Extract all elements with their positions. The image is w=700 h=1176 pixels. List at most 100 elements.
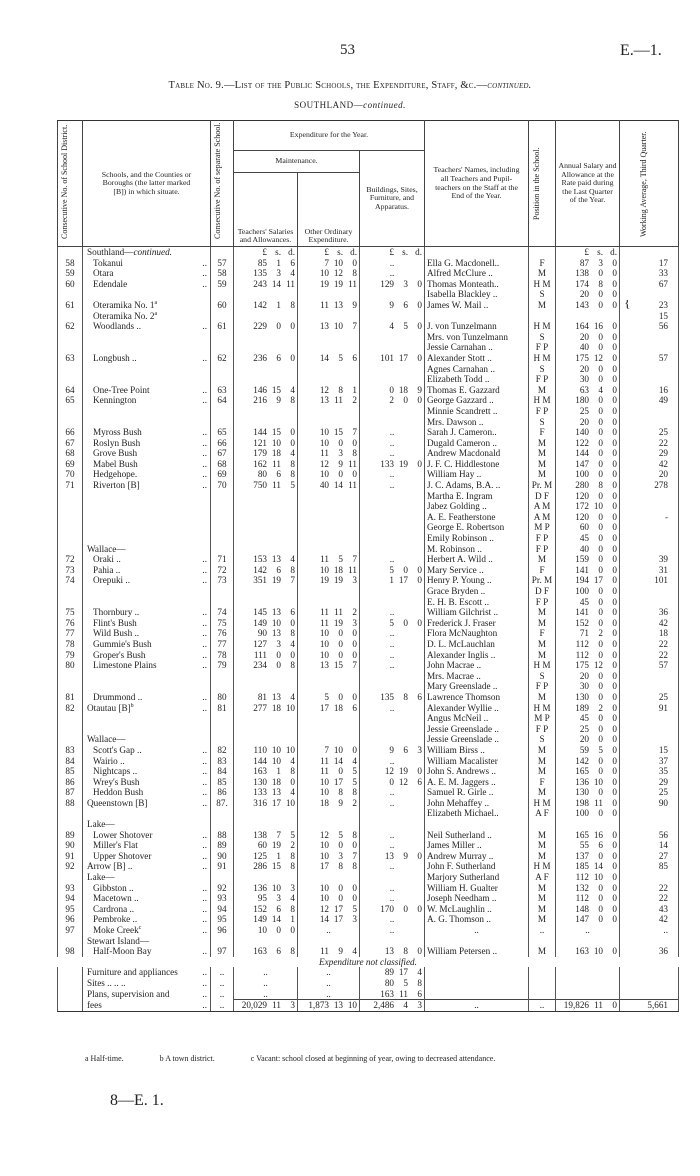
amount-shillings: 0 — [598, 670, 604, 681]
table-row: Isabella Blackley .. S 20 0 0 — [57, 289, 680, 300]
dot-leader: .. — [202, 840, 207, 851]
school-no: 64 — [210, 395, 234, 406]
amount-pounds: 316 — [253, 797, 267, 808]
working-average — [619, 988, 680, 1000]
annual-salary: 100 0 0 — [555, 586, 621, 597]
amount-shillings: 0 — [338, 882, 343, 893]
amount-pence: 4 — [290, 691, 295, 702]
other-expenditure-amount — [297, 289, 360, 300]
table-row: 72 Oraki .... 71 153 13 4 11 5 7.. Herbert A. Wil… — [57, 554, 680, 565]
dot-leader: .. — [202, 967, 207, 978]
amount-shillings: 13 — [271, 607, 281, 618]
working-average — [619, 967, 680, 978]
working-average: 17 — [619, 257, 680, 269]
table-row: 75 Thornbury .... 74 145 13 6 11 11 2.. William G… — [57, 607, 680, 618]
school-no — [210, 522, 234, 534]
footnote-marker: c — [138, 925, 142, 931]
other-expenditure-amount: .. — [297, 988, 360, 1000]
salaries-amount — [233, 331, 298, 343]
amount-pence: 8 — [290, 766, 295, 777]
amount-pence: 8 — [290, 469, 295, 480]
buildings-amount — [358, 490, 426, 502]
school-label: Macetown .. — [93, 893, 139, 904]
amount-pence: 0 — [290, 649, 295, 660]
amount-pence: 9 — [417, 384, 423, 395]
district-no: 98 — [57, 946, 83, 957]
amount-pounds: 30 — [579, 374, 590, 385]
amount-shillings: 10 — [333, 744, 343, 755]
amount-pounds: 122 — [575, 437, 590, 448]
amount-pence: 0 — [612, 776, 618, 787]
buildings-amount — [358, 331, 426, 343]
school-no — [210, 872, 234, 883]
teacher-name: Thomas E. Gazzard — [424, 384, 530, 396]
buildings-amount — [358, 819, 426, 830]
other-expenditure-amount: 14 17 3 — [297, 914, 360, 925]
amount-shillings: 8 — [403, 691, 409, 702]
school-no — [210, 670, 234, 682]
salaries-amount: 121 10 0 — [233, 437, 298, 449]
working-average: 5,661 — [619, 999, 680, 1012]
school-name: Furniture and appliances.. — [82, 967, 211, 978]
dot-leader: .. — [202, 321, 207, 332]
amount-shillings: 0 — [598, 607, 604, 618]
position: F P — [528, 543, 557, 555]
table-row: fees.... 20,029 11 3 1,873 13 10 2,486 4 3.... 19,… — [57, 999, 680, 1012]
school-name: Otara.. — [82, 268, 211, 279]
amount-shillings: 18 — [333, 702, 343, 713]
annual-salary: 147 0 0 — [555, 458, 621, 470]
teacher-name: William Macalister — [424, 755, 530, 767]
annual-salary: 87 3 0 — [555, 257, 621, 269]
amount-pounds: 216 — [253, 395, 267, 406]
annual-salary: 55 6 0 — [555, 840, 621, 851]
amount-shillings: 5 — [338, 352, 343, 363]
amount-pence: 8 — [352, 787, 357, 798]
other-expenditure-amount: 12 5 8 — [297, 829, 360, 841]
working-average: 67 — [619, 278, 680, 290]
district-no — [57, 808, 83, 820]
dot-leader: .. — [202, 660, 207, 671]
working-average: 25 — [619, 427, 680, 438]
district-no: 93 — [57, 882, 83, 894]
teacher-name: Dugald Cameron .. — [424, 437, 530, 449]
annual-salary: 175 12 0 — [555, 660, 621, 671]
school-label: Groper's Bush — [93, 649, 146, 660]
school-label: Southland— — [87, 247, 134, 257]
other-expenditure-amount: 10 8 8 — [297, 787, 360, 798]
table-row: Emily Robinson .. F P 45 0 0 — [57, 533, 680, 544]
amount-pounds: £ — [324, 247, 329, 257]
school-no — [210, 331, 234, 343]
buildings-amount: .. — [358, 914, 426, 925]
annual-salary: 140 0 0 — [555, 427, 621, 438]
amount-pounds: 130 — [253, 776, 267, 787]
position: Pr. M — [528, 575, 557, 586]
amount-pence: 11 — [348, 278, 357, 289]
school-name — [82, 713, 211, 724]
salaries-amount — [233, 596, 298, 608]
amount-shillings: 9 — [276, 395, 281, 406]
teacher-name: William Petersen .. — [424, 946, 530, 957]
school-no: 76 — [210, 628, 234, 639]
position: S — [528, 363, 557, 375]
salaries-amount: 90 13 8 — [233, 628, 298, 639]
amount-pence: 0 — [612, 861, 618, 872]
school-no — [210, 416, 234, 428]
amount-pence: 5 — [352, 903, 357, 914]
amount-pence: 0 — [352, 840, 357, 851]
working-average: 22 — [619, 893, 680, 904]
buildings-amount: 133 19 0 — [358, 458, 426, 470]
district-no — [57, 988, 83, 1000]
salaries-amount: 125 1 8 — [233, 850, 298, 862]
position: M — [528, 914, 557, 925]
amount-pounds: 280 — [575, 480, 590, 491]
dot-leader: .. — [202, 437, 207, 448]
teacher-name — [424, 310, 530, 322]
teacher-name: Andrew Murray .. — [424, 850, 530, 862]
district-no: 74 — [57, 575, 83, 586]
amount-shillings: 0 — [598, 458, 604, 469]
school-name: Southland—continued. — [82, 246, 211, 258]
amount-pence: 0 — [612, 670, 618, 681]
position: D F — [528, 490, 557, 502]
